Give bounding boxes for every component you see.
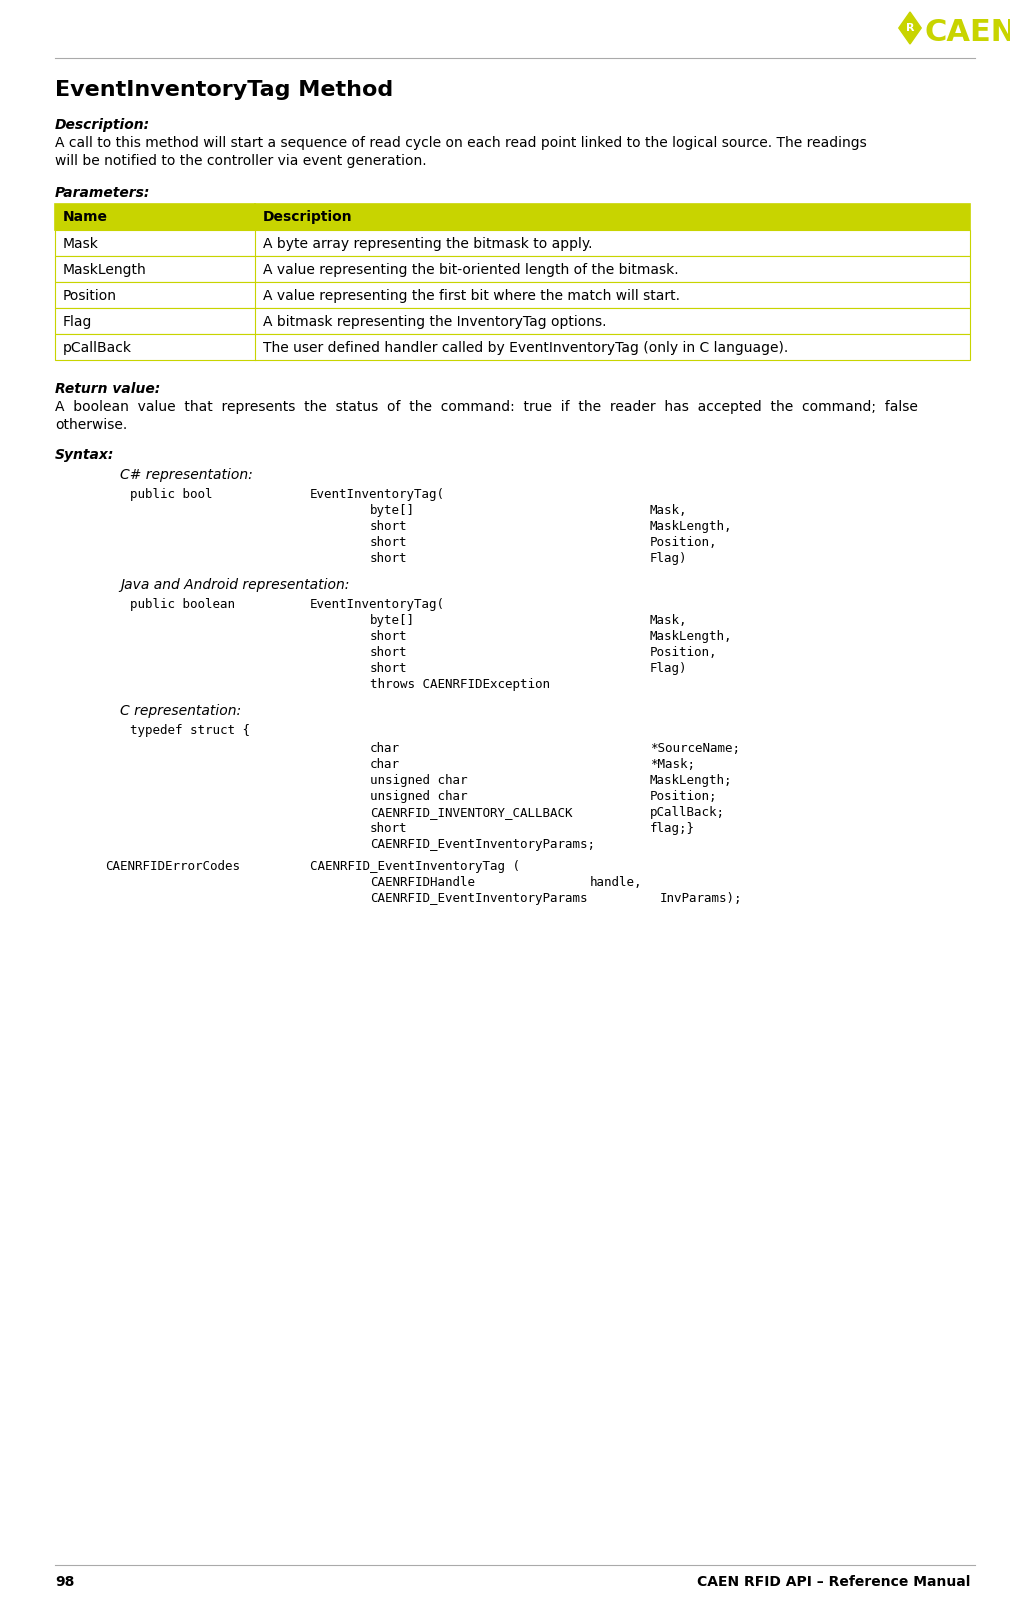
Text: flag;}: flag;} <box>650 822 695 835</box>
Text: Position,: Position, <box>650 646 717 658</box>
Text: C# representation:: C# representation: <box>120 468 252 482</box>
Text: MaskLength: MaskLength <box>63 263 146 277</box>
Text: short: short <box>370 646 407 658</box>
Text: short: short <box>370 537 407 549</box>
Text: Flag: Flag <box>63 316 92 328</box>
Text: CAENRFID_EventInventoryTag (: CAENRFID_EventInventoryTag ( <box>310 860 520 873</box>
Text: CAEN RFID API – Reference Manual: CAEN RFID API – Reference Manual <box>697 1575 970 1589</box>
Text: char: char <box>370 742 400 755</box>
Text: A  boolean  value  that  represents  the  status  of  the  command:  true  if  t: A boolean value that represents the stat… <box>55 400 918 413</box>
Text: Mask,: Mask, <box>650 505 688 517</box>
Text: short: short <box>370 822 407 835</box>
Text: Mask,: Mask, <box>650 614 688 626</box>
Text: otherwise.: otherwise. <box>55 418 127 433</box>
Text: C representation:: C representation: <box>120 703 241 718</box>
Text: Mask: Mask <box>63 237 99 252</box>
Text: EventInventoryTag(: EventInventoryTag( <box>310 489 445 501</box>
Bar <box>55 282 970 308</box>
Text: short: short <box>370 662 407 674</box>
Bar <box>55 231 970 256</box>
Text: MaskLength;: MaskLength; <box>650 774 732 787</box>
Text: A call to this method will start a sequence of read cycle on each read point lin: A call to this method will start a seque… <box>55 136 867 151</box>
Polygon shape <box>899 11 921 43</box>
Text: short: short <box>370 630 407 642</box>
Text: short: short <box>370 521 407 533</box>
Text: Flag): Flag) <box>650 553 688 566</box>
Text: InvParams);: InvParams); <box>660 892 742 905</box>
Text: MaskLength,: MaskLength, <box>650 630 732 642</box>
Text: Description: Description <box>263 210 352 224</box>
Bar <box>55 333 970 360</box>
Text: CAENRFID_EventInventoryParams;: CAENRFID_EventInventoryParams; <box>370 838 595 851</box>
Text: throws CAENRFIDException: throws CAENRFIDException <box>370 678 550 690</box>
Text: unsigned char: unsigned char <box>370 774 468 787</box>
Text: Position;: Position; <box>650 790 717 803</box>
Text: CAENRFIDErrorCodes: CAENRFIDErrorCodes <box>105 860 240 873</box>
Text: CAENRFIDHandle: CAENRFIDHandle <box>370 876 475 889</box>
Text: A value representing the bit-oriented length of the bitmask.: A value representing the bit-oriented le… <box>263 263 679 277</box>
Text: will be notified to the controller via event generation.: will be notified to the controller via e… <box>55 154 426 168</box>
Text: Flag): Flag) <box>650 662 688 674</box>
Text: CAENRFID_INVENTORY_CALLBACK: CAENRFID_INVENTORY_CALLBACK <box>370 806 573 819</box>
Text: byte[]: byte[] <box>370 505 415 517</box>
Text: Return value:: Return value: <box>55 381 161 396</box>
Text: A byte array representing the bitmask to apply.: A byte array representing the bitmask to… <box>263 237 593 252</box>
Text: pCallBack;: pCallBack; <box>650 806 725 819</box>
Text: EventInventoryTag(: EventInventoryTag( <box>310 598 445 610</box>
Text: A value representing the first bit where the match will start.: A value representing the first bit where… <box>263 288 680 303</box>
Text: pCallBack: pCallBack <box>63 341 132 356</box>
Text: typedef struct {: typedef struct { <box>130 724 250 737</box>
Bar <box>55 203 970 231</box>
Text: A bitmask representing the InventoryTag options.: A bitmask representing the InventoryTag … <box>263 316 606 328</box>
Text: MaskLength,: MaskLength, <box>650 521 732 533</box>
Text: The user defined handler called by EventInventoryTag (only in C language).: The user defined handler called by Event… <box>263 341 788 356</box>
Text: Syntax:: Syntax: <box>55 449 114 461</box>
Text: public bool: public bool <box>130 489 212 501</box>
Text: Name: Name <box>63 210 108 224</box>
Bar <box>55 308 970 333</box>
Text: 98: 98 <box>55 1575 75 1589</box>
Text: char: char <box>370 758 400 771</box>
Text: Parameters:: Parameters: <box>55 186 150 200</box>
Text: unsigned char: unsigned char <box>370 790 468 803</box>
Text: *SourceName;: *SourceName; <box>650 742 740 755</box>
Text: byte[]: byte[] <box>370 614 415 626</box>
Text: CAENRFID_EventInventoryParams: CAENRFID_EventInventoryParams <box>370 892 588 905</box>
Text: Position,: Position, <box>650 537 717 549</box>
Text: *Mask;: *Mask; <box>650 758 695 771</box>
Text: EventInventoryTag Method: EventInventoryTag Method <box>55 80 393 99</box>
Text: CAENRFID: CAENRFID <box>924 18 1010 46</box>
Text: Description:: Description: <box>55 119 150 131</box>
Text: R: R <box>906 22 914 34</box>
Text: handle,: handle, <box>590 876 642 889</box>
Text: short: short <box>370 553 407 566</box>
Text: public boolean: public boolean <box>130 598 235 610</box>
Text: Position: Position <box>63 288 117 303</box>
Text: Java and Android representation:: Java and Android representation: <box>120 578 349 593</box>
Bar <box>55 256 970 282</box>
